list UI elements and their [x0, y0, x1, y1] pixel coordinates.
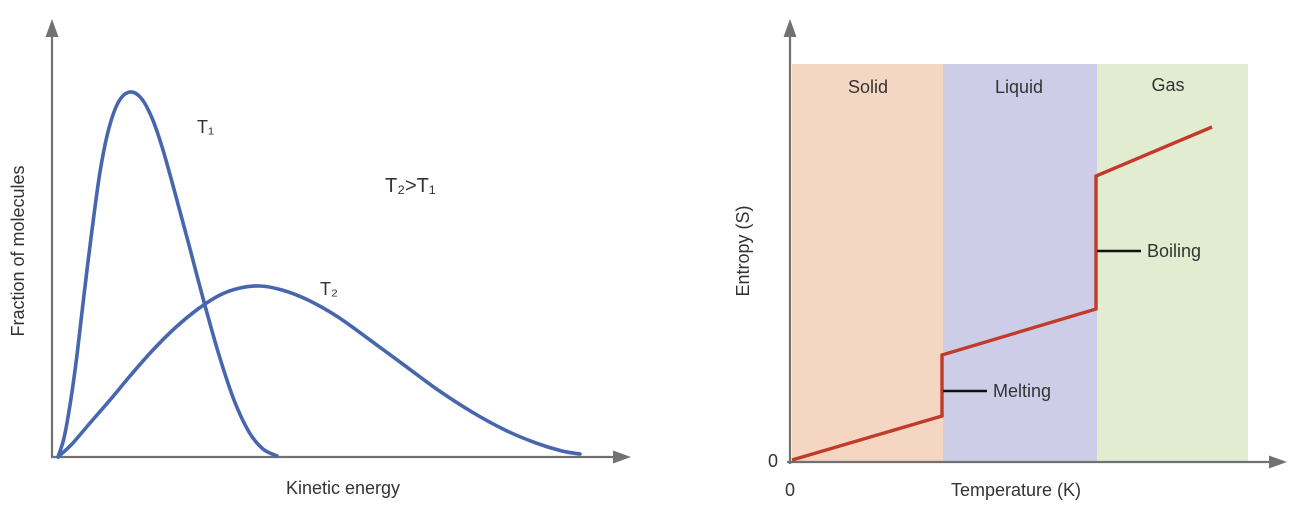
left-y-axis-label: Fraction of molecules: [8, 165, 28, 336]
t1-curve-label: T₁: [197, 117, 214, 137]
region-gas-label: Gas: [1151, 75, 1184, 95]
temperature-comparison-annotation: T₂>T₁: [385, 175, 436, 197]
region-liquid-label: Liquid: [995, 77, 1043, 97]
region-gas: [1097, 64, 1248, 462]
region-solid: [792, 64, 943, 462]
region-liquid: [943, 64, 1097, 462]
right-y-axis-label: Entropy (S): [733, 205, 753, 296]
t2-curve: [56, 284, 582, 459]
entropy-chart: Solid Liquid Gas Melting Boiling Entropy…: [733, 19, 1287, 500]
t1-curve: [56, 90, 279, 459]
y-origin-tick-label: 0: [768, 451, 778, 471]
left-x-axis-label: Kinetic energy: [286, 478, 400, 498]
kinetic-energy-chart: Fraction of molecules Kinetic energy T₁ …: [8, 19, 631, 498]
region-solid-label: Solid: [848, 77, 888, 97]
right-x-axis-label: Temperature (K): [951, 480, 1081, 500]
t2-curve-label: T₂: [320, 279, 338, 299]
boiling-label: Boiling: [1147, 241, 1201, 261]
x-origin-tick-label: 0: [785, 480, 795, 500]
entropy-line: [791, 125, 1213, 462]
melting-label: Melting: [993, 381, 1051, 401]
